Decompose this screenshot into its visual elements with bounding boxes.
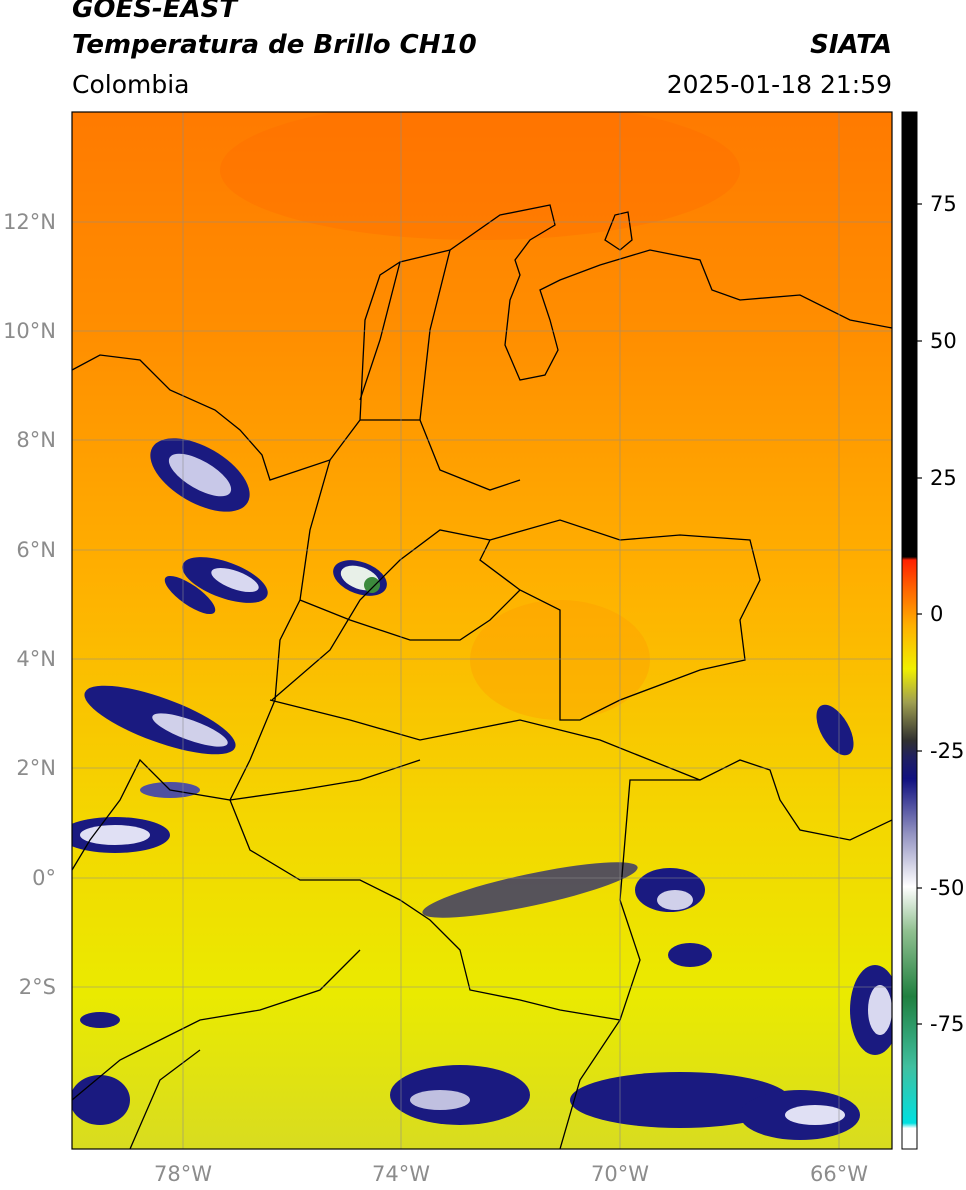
cloud-cluster <box>422 704 854 967</box>
colorbar <box>901 111 918 1150</box>
lat-tick-label: 6°N <box>16 538 56 562</box>
lat-tick-label: 4°N <box>16 647 56 671</box>
lat-tick-label: 2°S <box>18 975 56 999</box>
product-title: Temperatura de Brillo CH10 <box>72 30 477 60</box>
colorbar-tick-label: 50 <box>930 329 957 353</box>
colorbar-ticks <box>917 203 922 1025</box>
colorbar-tick-label: 0 <box>930 602 944 626</box>
colorbar-tick-label: -75 <box>930 1012 965 1036</box>
lon-tick-label: 70°W <box>591 1162 649 1186</box>
cloud-cluster <box>72 965 892 1140</box>
colorbar-tick-label: -25 <box>930 739 965 763</box>
colorbar-tick-label: 75 <box>930 192 957 216</box>
colorbar-tick-label: 25 <box>930 466 957 490</box>
organization-label: SIATA <box>810 30 892 60</box>
lat-tick-label: 12°N <box>3 210 56 234</box>
lat-tick-label: 10°N <box>3 319 56 343</box>
lon-tick-label: 66°W <box>810 1162 868 1186</box>
gridlines <box>72 112 892 1149</box>
map-frame <box>71 111 893 1150</box>
lon-tick-label: 74°W <box>372 1162 430 1186</box>
satellite-title: GOES-EAST <box>72 0 238 24</box>
cloud-cluster <box>150 438 250 512</box>
lat-tick-label: 8°N <box>16 428 56 452</box>
region-label: Colombia <box>72 70 190 99</box>
datetime-label: 2025-01-18 21:59 <box>666 70 892 99</box>
lat-tick-label: 0° <box>32 866 56 890</box>
lat-tick-label: 2°N <box>16 756 56 780</box>
cloud-cluster <box>164 557 268 615</box>
warm-area <box>220 112 740 240</box>
colorbar-tick-label: -50 <box>930 876 965 900</box>
brightness-temperature-field <box>72 112 892 1149</box>
lon-tick-label: 78°W <box>154 1162 212 1186</box>
